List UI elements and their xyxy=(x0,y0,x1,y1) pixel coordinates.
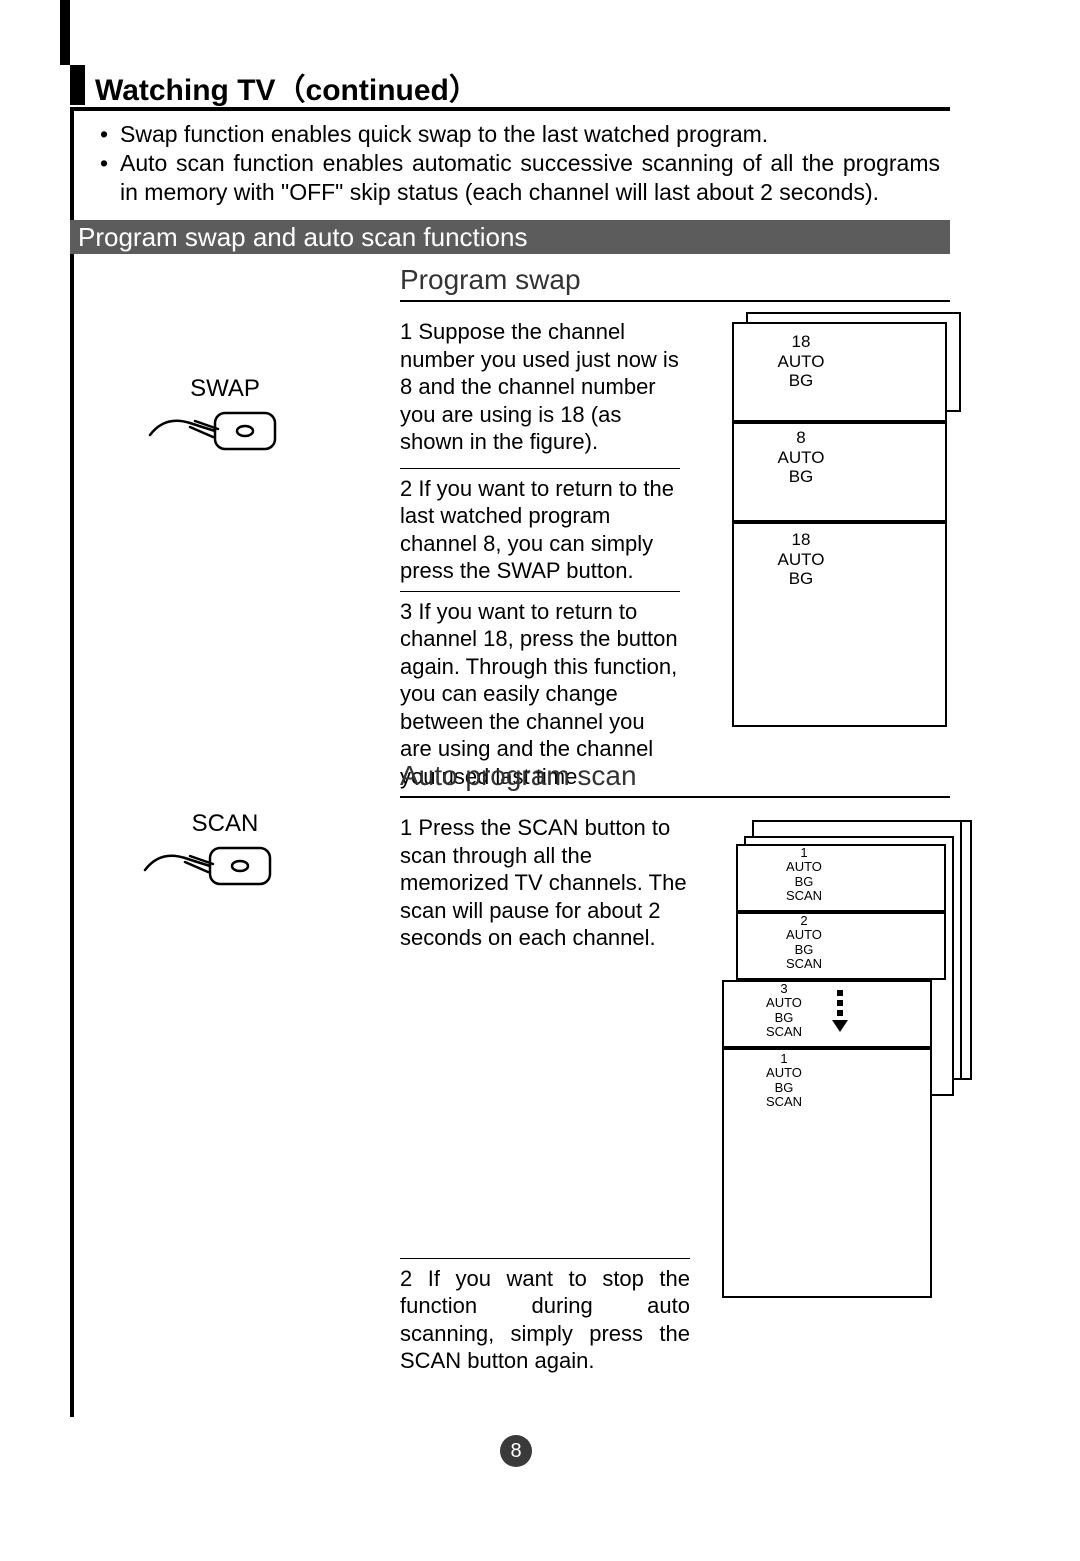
continuation-arrow-icon xyxy=(832,986,848,1032)
tv-text: BG xyxy=(766,569,836,589)
tv-text: AUTO xyxy=(777,928,831,942)
scan-button-label: SCAN xyxy=(165,810,285,838)
swap-tv-diagram: 18 AUTO BG 8 AUTO BG 18 AUTO BG xyxy=(726,312,971,732)
page-number: 8 xyxy=(500,1435,532,1467)
tv-text: BG xyxy=(766,371,836,391)
scan-button-icon xyxy=(140,840,290,890)
tv-text: 18 xyxy=(766,332,836,352)
swap-step-1: 1 Suppose the channel number you used ju… xyxy=(400,312,680,462)
tv-text: AUTO xyxy=(757,1066,811,1080)
swap-button-icon xyxy=(140,405,290,455)
decorative-block xyxy=(70,65,85,105)
tv-text: SCAN xyxy=(777,957,831,971)
swap-heading: Program swap xyxy=(400,264,950,302)
tv-text: 18 xyxy=(766,530,836,550)
tv-text: 3 xyxy=(757,982,811,996)
tv-text: AUTO xyxy=(766,448,836,468)
scan-step-1: 1 Press the SCAN button to scan through … xyxy=(400,808,690,958)
bullet-text: Auto scan function enables automatic suc… xyxy=(120,149,940,207)
intro-bullets: •Swap function enables quick swap to the… xyxy=(100,120,940,206)
decorative-rule xyxy=(70,107,950,111)
tv-text: AUTO xyxy=(766,352,836,372)
tv-text: AUTO xyxy=(766,550,836,570)
tv-text: 1 xyxy=(777,846,831,860)
tv-text: SCAN xyxy=(757,1095,811,1109)
swap-step-2: 2 If you want to return to the last watc… xyxy=(400,469,680,591)
tv-text: AUTO xyxy=(757,996,811,1010)
tv-text: BG xyxy=(777,943,831,957)
scan-heading: Auto program scan xyxy=(400,760,950,798)
tv-text: 8 xyxy=(766,428,836,448)
decorative-rule xyxy=(60,0,70,65)
tv-text: AUTO xyxy=(777,860,831,874)
tv-text: BG xyxy=(757,1081,811,1095)
tv-text: BG xyxy=(757,1011,811,1025)
scan-tv-diagram: 1 AUTO BG SCAN 2 AUTO BG SCAN 3 AUTO BG … xyxy=(722,820,982,1295)
tv-text: BG xyxy=(766,467,836,487)
tv-text: BG xyxy=(777,875,831,889)
swap-steps: 1 Suppose the channel number you used ju… xyxy=(400,312,680,796)
tv-text: 1 xyxy=(757,1052,811,1066)
scan-step-2: 2 If you want to stop the function durin… xyxy=(400,1259,690,1381)
tv-text: SCAN xyxy=(777,889,831,903)
bullet-text: Swap function enables quick swap to the … xyxy=(120,120,940,149)
tv-text: SCAN xyxy=(757,1025,811,1039)
tv-text: 2 xyxy=(777,914,831,928)
decorative-rule xyxy=(70,107,74,1417)
section-heading: Program swap and auto scan functions xyxy=(70,220,950,254)
scan-steps: 1 Press the SCAN button to scan through … xyxy=(400,808,690,1381)
swap-button-label: SWAP xyxy=(165,375,285,403)
page-title: Watching TV（continued） xyxy=(95,65,479,109)
